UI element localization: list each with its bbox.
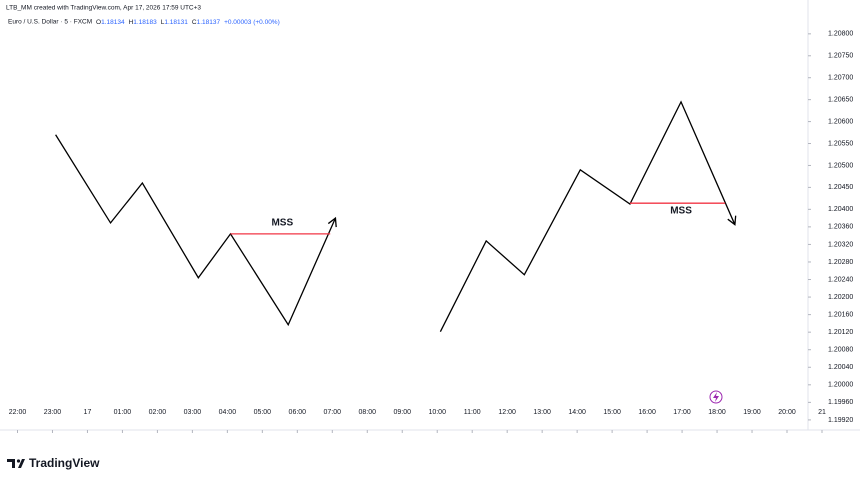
x-tick-label: 18:00 (708, 409, 726, 416)
x-tick-label: 15:00 (603, 409, 621, 416)
ohlc-key: H (129, 19, 134, 26)
y-tick-label: 1.19960 (828, 399, 853, 406)
mss-label: MSS (670, 206, 692, 217)
y-tick-label: 1.20280 (828, 259, 853, 266)
y-tick-label: 1.20200 (828, 294, 853, 301)
x-tick-label: 19:00 (743, 409, 761, 416)
x-tick-label: 10:00 (428, 409, 446, 416)
x-tick-label: 04:00 (219, 409, 237, 416)
x-tick-label: 06:00 (289, 409, 307, 416)
x-tick-label: 13:00 (533, 409, 551, 416)
ohlc-value: 1.18134 (101, 19, 125, 26)
arrow-head (727, 215, 737, 226)
arrow-head (327, 216, 337, 228)
change: +0.00003 (+0.00%) (224, 19, 280, 26)
ohlc-value: 1.18137 (197, 19, 221, 26)
x-tick-label: 14:00 (568, 409, 586, 416)
logo (7, 459, 25, 468)
mss-label: MSS (271, 218, 293, 229)
y-tick-label: 1.19920 (828, 417, 853, 424)
x-tick-label: 05:00 (254, 409, 272, 416)
x-tick-label: 17:00 (673, 409, 691, 416)
session-icon (709, 390, 723, 404)
drawing-line (55, 134, 337, 327)
y-tick-label: 1.20500 (828, 162, 853, 169)
credit: LTB_MM created with TradingView.com, Apr… (6, 5, 201, 12)
y-tick-label: 1.20040 (828, 364, 853, 371)
x-tick-label: 08:00 (359, 409, 377, 416)
x-tick-label: 03:00 (184, 409, 202, 416)
y-tick-label: 1.20400 (828, 206, 853, 213)
y-tick-label: 1.20080 (828, 347, 853, 354)
ohlc-value: 1.18183 (133, 19, 157, 26)
ohlc-key: L (161, 19, 165, 26)
y-tick-label: 1.20650 (828, 96, 853, 103)
x-tick-label: 16:00 (638, 409, 656, 416)
x-tick-label: 09:00 (393, 409, 411, 416)
x-tick-label: 21 (818, 409, 826, 416)
y-tick-label: 1.20000 (828, 382, 853, 389)
x-tick-label: 11:00 (464, 409, 481, 416)
x-tick-label: 12:00 (498, 409, 516, 416)
y-tick-label: 1.20750 (828, 53, 853, 60)
ohlc-value: 1.18131 (164, 19, 188, 26)
y-tick-label: 1.20550 (828, 140, 853, 147)
ohlc-key: O (96, 19, 101, 26)
y-tick-label: 1.20320 (828, 241, 853, 248)
x-tick-label: 17 (84, 409, 92, 416)
y-tick-label: 1.20450 (828, 184, 853, 191)
y-tick-label: 1.20240 (828, 276, 853, 283)
y-tick-label: 1.20800 (828, 31, 853, 38)
x-tick-label: 07:00 (324, 409, 342, 416)
brand: TradingView (29, 456, 100, 470)
x-tick-label: 01:00 (114, 409, 132, 416)
y-tick-label: 1.20160 (828, 311, 853, 318)
y-tick-label: 1.20120 (828, 329, 853, 336)
x-tick-label: 23:00 (44, 409, 62, 416)
x-tick-label: 02:00 (149, 409, 167, 416)
symbol: Euro / U.S. Dollar · 5 · FXCM (8, 19, 92, 26)
y-tick-label: 1.20600 (828, 118, 853, 125)
drawing-line (439, 100, 736, 333)
x-tick-label: 22:00 (9, 409, 27, 416)
y-tick-label: 1.20700 (828, 75, 853, 82)
ohlc: O1.18134 H1.18183 L1.18131 C1.18137 +0.00003… (96, 19, 280, 26)
ohlc-key: C (192, 19, 197, 26)
y-tick-label: 1.20360 (828, 224, 853, 231)
x-tick-label: 20:00 (778, 409, 796, 416)
